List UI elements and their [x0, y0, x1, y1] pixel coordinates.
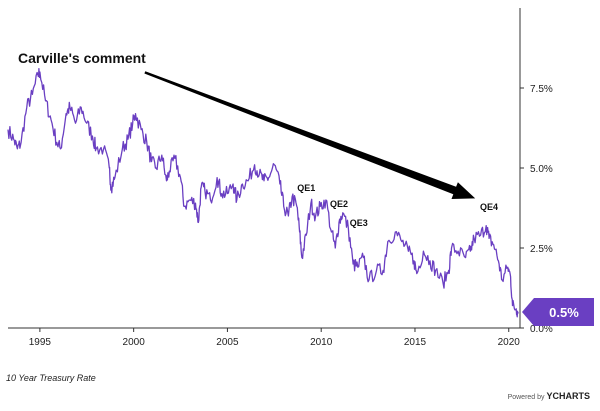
x-tick-label: 2015	[404, 337, 427, 348]
qe-label: QE1	[297, 183, 315, 193]
last-value-badge	[522, 298, 594, 326]
qe-label: QE3	[350, 218, 368, 228]
qe-label: QE4	[480, 202, 498, 212]
branding-prefix: Powered by	[507, 394, 547, 401]
series-layer	[7, 68, 519, 318]
chart-caption: 10 Year Treasury Rate	[6, 373, 96, 383]
x-tick-label: 2000	[123, 337, 146, 348]
x-tick-label: 2020	[498, 337, 521, 348]
comment-arrow	[144, 71, 476, 199]
ycharts-logo: YCHARTS	[546, 391, 590, 401]
y-tick-label: 2.5%	[530, 244, 553, 255]
last-value-label: 0.5%	[549, 305, 579, 320]
qe-label: QE2	[330, 199, 348, 209]
series-line	[7, 68, 519, 318]
axes: 1995 2000 2005 2010 2015 2020 0.0% 2.5% 5.0% 7.5%	[8, 8, 553, 348]
ycharts-branding: Powered by YCHARTS	[508, 391, 590, 401]
chart-canvas: 1995 2000 2005 2010 2015 2020 0.0% 2.5% 5.0% 7.5%…	[7, 8, 594, 348]
x-tick-label: 1995	[29, 337, 52, 348]
y-tick-label: 5.0%	[530, 164, 553, 175]
y-tick-label: 0.0%	[530, 324, 553, 335]
carville-comment-label: Carville's comment	[18, 50, 146, 66]
x-tick-label: 2010	[310, 337, 333, 348]
x-tick-label: 2005	[216, 337, 239, 348]
y-tick-label: 7.5%	[530, 84, 553, 95]
